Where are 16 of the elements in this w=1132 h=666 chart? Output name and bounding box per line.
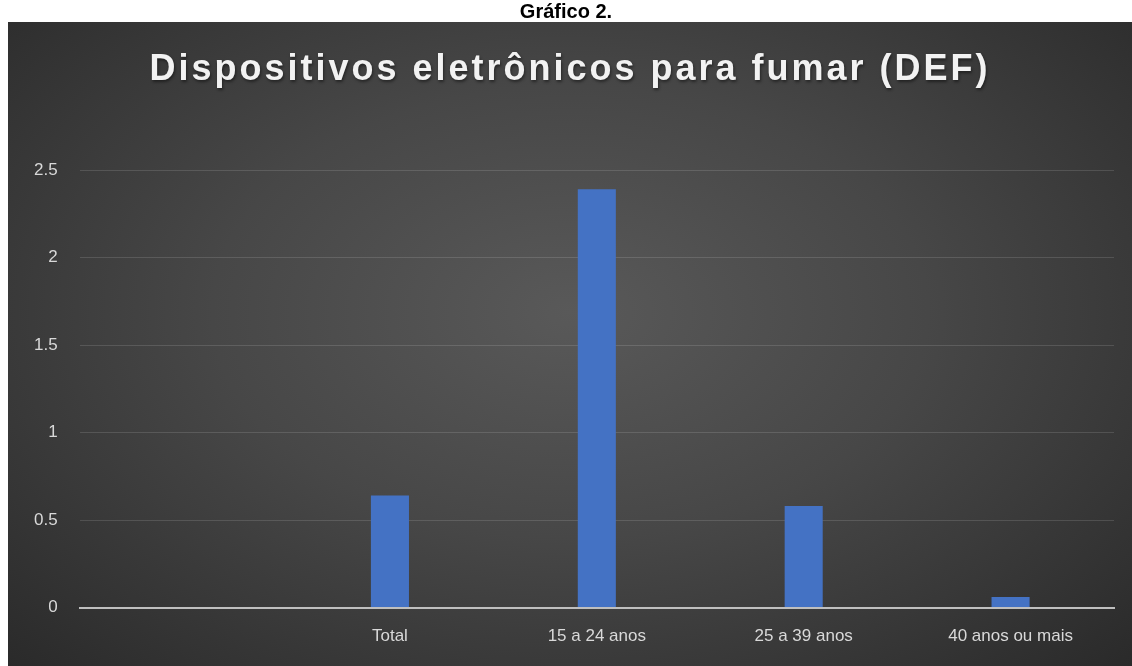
bar <box>991 597 1030 608</box>
y-tick-label: 2 <box>48 247 58 267</box>
y-tick-label: 1 <box>48 422 58 442</box>
bar <box>370 495 409 608</box>
x-tick-label: 40 anos ou mais <box>948 626 1073 646</box>
x-tick-label: 25 a 39 anos <box>754 626 853 646</box>
x-tick-label: 15 a 24 anos <box>547 626 646 646</box>
y-tick-label: 2.5 <box>33 159 58 179</box>
y-tick-label: 1.5 <box>33 334 58 354</box>
bar <box>577 189 616 608</box>
text: Gráfico 2. <box>519 0 613 22</box>
chart-title: Dispositivos eletrônicos para fumar (DEF) <box>148 47 992 89</box>
y-tick-label: 0 <box>48 597 58 617</box>
y-tick-label: 0.5 <box>33 509 58 529</box>
x-tick-label: Total <box>371 626 408 646</box>
bar <box>784 506 823 608</box>
